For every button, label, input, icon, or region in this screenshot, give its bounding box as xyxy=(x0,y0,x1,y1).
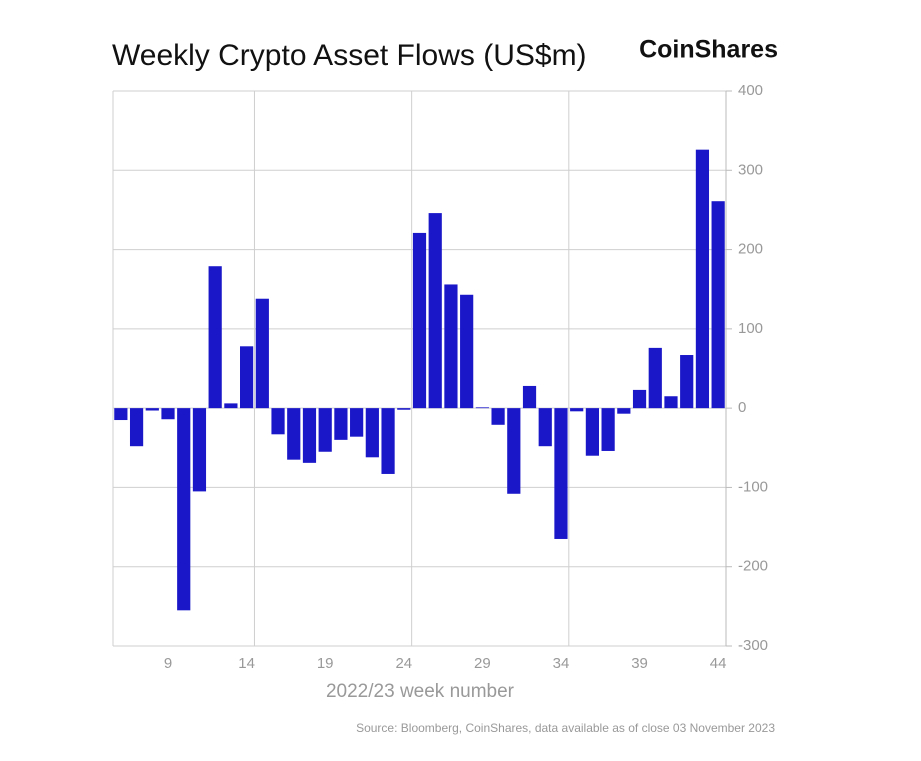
x-tick-label: 44 xyxy=(710,655,727,672)
bar xyxy=(145,408,159,411)
bar xyxy=(412,232,427,409)
bar xyxy=(208,266,222,409)
bar xyxy=(475,407,489,409)
bar xyxy=(554,408,568,539)
y-tick-label: 100 xyxy=(738,320,763,337)
bar xyxy=(255,298,269,409)
x-tick-label: 14 xyxy=(238,655,255,672)
brand-logo: CoinShares xyxy=(639,36,778,64)
bar xyxy=(397,408,411,410)
bar xyxy=(161,408,175,420)
x-tick-label: 24 xyxy=(395,655,412,672)
x-axis-label: 2022/23 week number xyxy=(326,681,515,702)
bar xyxy=(648,347,662,409)
bar xyxy=(224,403,238,409)
x-tick-label: 39 xyxy=(631,655,648,672)
bar xyxy=(491,408,505,425)
bar xyxy=(428,213,442,409)
y-tick-label: 0 xyxy=(738,399,746,416)
y-tick-label: -100 xyxy=(738,478,768,495)
bar xyxy=(192,408,207,492)
bar xyxy=(617,408,631,414)
bar xyxy=(318,408,332,452)
bar xyxy=(680,355,694,409)
bar xyxy=(365,408,379,458)
source-note: Source: Bloomberg, CoinShares, data avai… xyxy=(356,721,775,735)
bar xyxy=(585,408,599,456)
bar xyxy=(507,408,521,494)
bar xyxy=(177,408,191,611)
bar xyxy=(114,408,128,421)
chart-title: Weekly Crypto Asset Flows (US$m) xyxy=(112,39,587,72)
bar xyxy=(522,385,537,409)
bar xyxy=(632,389,647,409)
x-tick-label: 19 xyxy=(317,655,334,672)
bar xyxy=(287,408,301,460)
y-tick-label: 300 xyxy=(738,161,763,178)
bar xyxy=(538,408,552,447)
bar xyxy=(240,346,254,409)
bar xyxy=(711,201,725,409)
bar xyxy=(444,284,458,409)
y-tick-label: 400 xyxy=(738,82,763,99)
x-tick-label: 34 xyxy=(553,655,570,672)
bar xyxy=(460,294,474,409)
bar xyxy=(271,408,285,435)
bar xyxy=(302,408,317,463)
bar xyxy=(129,408,144,447)
bar xyxy=(350,408,364,437)
y-tick-label: -200 xyxy=(738,558,768,575)
y-tick-label: 200 xyxy=(738,241,763,258)
y-tick-label: -300 xyxy=(738,637,768,654)
bar xyxy=(695,149,710,409)
bar xyxy=(381,408,395,474)
bar xyxy=(334,408,348,440)
bar xyxy=(601,408,615,451)
bar xyxy=(664,396,678,409)
bar xyxy=(570,408,584,412)
x-tick-label: 29 xyxy=(474,655,491,672)
x-tick-label: 9 xyxy=(164,655,172,672)
